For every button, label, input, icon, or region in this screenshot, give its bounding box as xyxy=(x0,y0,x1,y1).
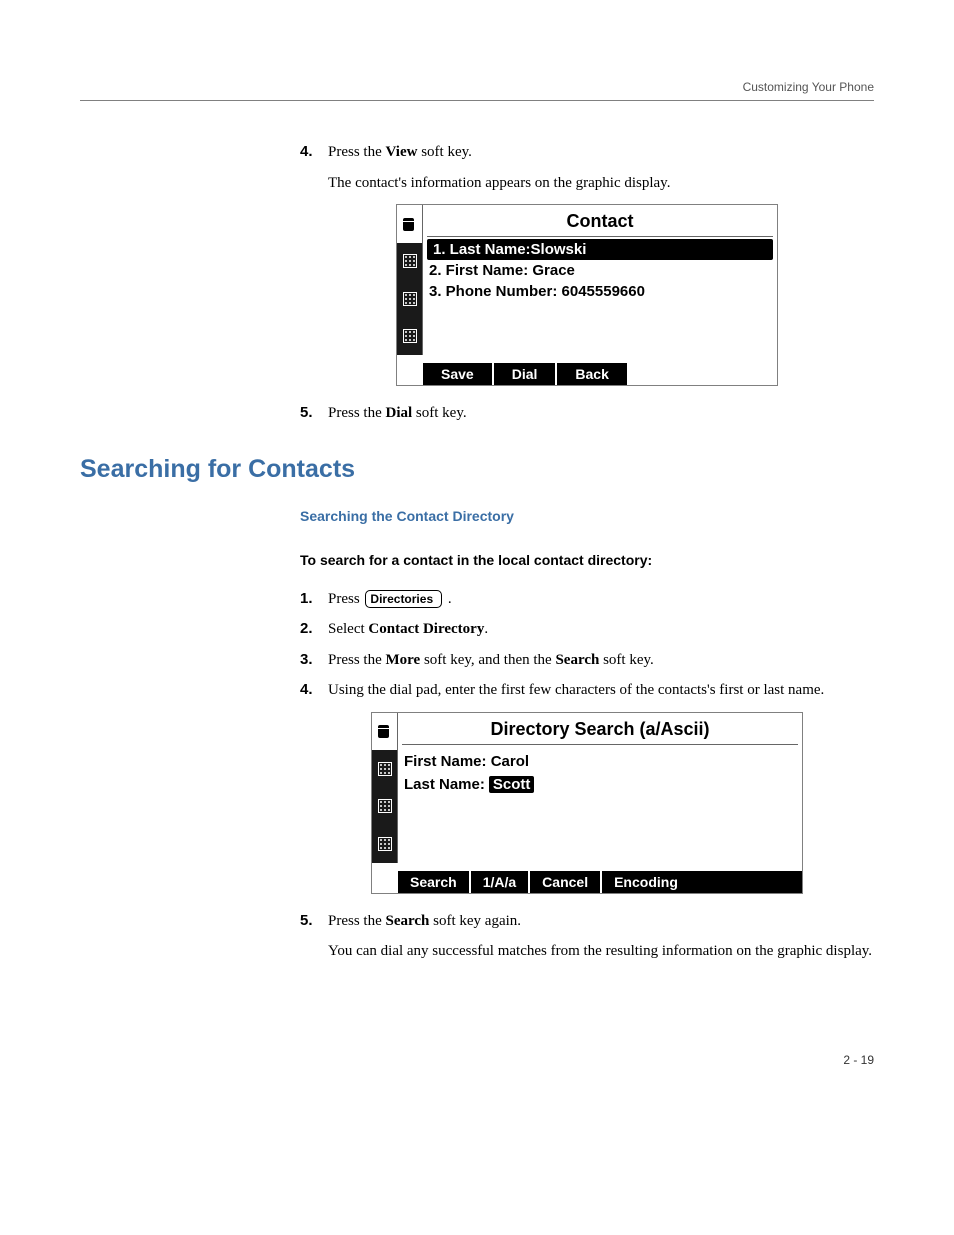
text-pre: Press the xyxy=(328,405,386,421)
softkey: Search xyxy=(398,871,471,893)
sub-heading: Searching the Contact Directory xyxy=(300,508,874,524)
phone-screenshot-search: Directory Search (a/Ascii) First Name: C… xyxy=(371,712,803,894)
step-number: 5. xyxy=(300,910,328,933)
field-value-selected: Scott xyxy=(489,776,535,793)
field-label: Last Name: xyxy=(404,776,485,793)
step-text: Select Contact Directory. xyxy=(328,618,874,641)
lcd-softkeys: Search 1/A/a Cancel Encoding xyxy=(398,871,802,893)
text-post: soft key. xyxy=(599,652,653,668)
step-number: 2. xyxy=(300,618,328,641)
step-number: 5. xyxy=(300,402,328,425)
softkey: 1/A/a xyxy=(471,871,530,893)
text-bold: View xyxy=(386,144,418,160)
text-pre: Select xyxy=(328,621,368,637)
text-post: soft key. xyxy=(412,405,466,421)
text-bold: More xyxy=(386,652,421,668)
phone-icon xyxy=(372,713,398,751)
step-2: 2. Select Contact Directory. xyxy=(300,618,874,641)
step-5: 5. Press the Search soft key again. xyxy=(300,910,874,933)
grid-icon xyxy=(372,825,398,863)
steps-heading: To search for a contact in the local con… xyxy=(300,552,874,568)
grid-icon xyxy=(372,788,398,826)
text-pre: Press xyxy=(328,591,363,607)
grid-icon xyxy=(397,280,423,318)
lcd-line-selected: 1. Last Name:Slowski xyxy=(427,239,773,260)
text-bold: Dial xyxy=(386,405,413,421)
step-4: 4. Using the dial pad, enter the first f… xyxy=(300,679,874,702)
field-value: Carol xyxy=(491,753,529,770)
text-pre: Press the xyxy=(328,144,386,160)
text-post: soft key. xyxy=(417,144,471,160)
step-5: 5. Press the Dial soft key. xyxy=(300,402,874,425)
text-post: . xyxy=(444,591,452,607)
step-number: 1. xyxy=(300,588,328,611)
softkey: Cancel xyxy=(530,871,602,893)
lcd-field-row: Last Name:Scott xyxy=(398,772,802,795)
grid-icon xyxy=(397,318,423,356)
text-bold: Contact Directory xyxy=(368,621,484,637)
step-text: Press Directories . xyxy=(328,588,874,611)
softkey: Dial xyxy=(494,363,558,385)
text-pre: Press the xyxy=(328,913,386,929)
text-mid: soft key, and then the xyxy=(420,652,555,668)
step-text: Using the dial pad, enter the first few … xyxy=(328,679,874,702)
page-number: 2 - 19 xyxy=(80,1053,874,1067)
text-bold: Search xyxy=(386,913,430,929)
phone-icon xyxy=(397,205,423,243)
section-heading: Searching for Contacts xyxy=(80,455,874,484)
field-label: First Name: xyxy=(404,753,491,770)
step-number: 4. xyxy=(300,141,328,164)
step-text: Press the More soft key, and then the Se… xyxy=(328,649,874,672)
text-post: soft key again. xyxy=(429,913,521,929)
body-text: The contact's information appears on the… xyxy=(328,172,874,195)
step-number: 4. xyxy=(300,679,328,702)
header-rule xyxy=(80,100,874,101)
step-3: 3. Press the More soft key, and then the… xyxy=(300,649,874,672)
step-4: 4. Press the View soft key. xyxy=(300,141,874,164)
lcd-field-row: First Name: Carol xyxy=(398,751,802,772)
step-text: Press the View soft key. xyxy=(328,141,874,164)
step-text: Press the Dial soft key. xyxy=(328,402,874,425)
grid-icon xyxy=(397,243,423,281)
text-pre: Press the xyxy=(328,652,386,668)
lcd-softkeys: Save Dial Back xyxy=(423,363,627,385)
text-bold: Search xyxy=(555,652,599,668)
text-post: . xyxy=(484,621,488,637)
softkey: Back xyxy=(557,363,626,385)
step-number: 3. xyxy=(300,649,328,672)
grid-icon xyxy=(372,750,398,788)
step-text: Press the Search soft key again. xyxy=(328,910,874,933)
softkey: Save xyxy=(423,363,494,385)
phone-screenshot-contact: Contact 1. Last Name:Slowski 2. First Na… xyxy=(396,204,778,386)
directories-button-chip: Directories xyxy=(365,590,442,608)
lcd-title: Directory Search (a/Ascii) xyxy=(398,715,802,744)
body-text: You can dial any successful matches from… xyxy=(328,940,874,963)
lcd-title: Contact xyxy=(423,207,777,236)
step-1: 1. Press Directories . xyxy=(300,588,874,611)
lcd-line: 2. First Name: Grace xyxy=(423,260,777,281)
header-breadcrumb: Customizing Your Phone xyxy=(80,80,874,94)
lcd-line: 3. Phone Number: 6045559660 xyxy=(423,281,777,302)
softkey: Encoding xyxy=(602,871,690,893)
